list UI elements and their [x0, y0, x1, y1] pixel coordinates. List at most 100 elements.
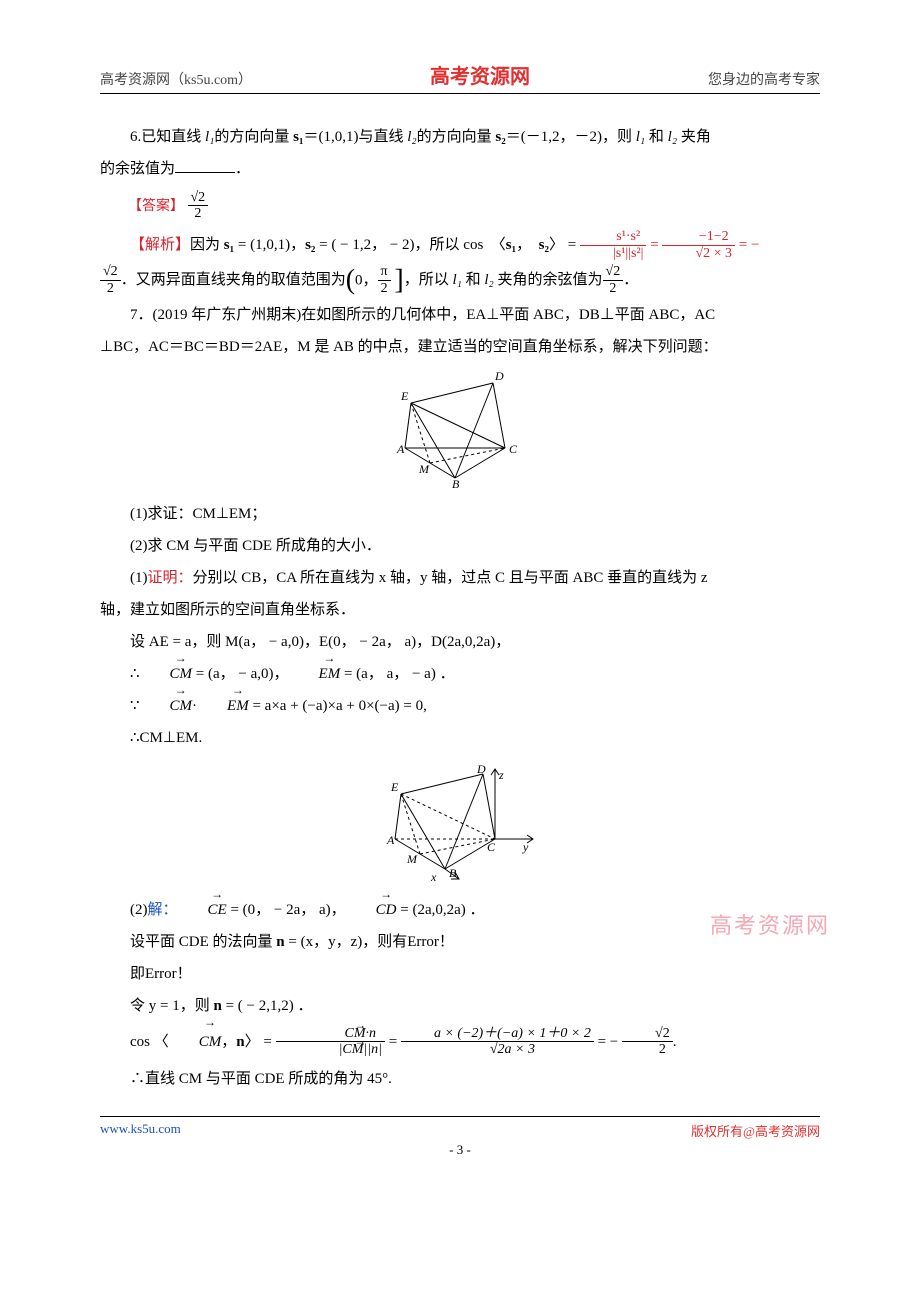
q6-l2: l₂ — [407, 129, 416, 145]
jx6rngd: 2 — [378, 281, 391, 298]
pl3b: = (a， − a,0)， — [192, 666, 288, 682]
fig2-M: M — [406, 852, 418, 866]
sl-f3n: √2 — [622, 1026, 673, 1042]
solve-l6: ∴直线 CM 与平面 CDE 所成的角为 45°. — [100, 1064, 820, 1094]
ce: CE — [208, 902, 227, 918]
proof-zm: 证明： — [148, 570, 193, 586]
jx6l2: l₂ — [484, 272, 493, 288]
q6-c: ＝(1,0,1)与直线 — [304, 129, 408, 145]
jx6l1: l₁ — [452, 272, 461, 288]
sl4a: 令 y = 1，则 — [130, 998, 213, 1014]
sl-jie: 解： — [148, 902, 178, 918]
q6-blank — [175, 158, 235, 173]
sl1b: = (2a,0,2a) ． — [397, 902, 485, 918]
jx6-frac1: s¹·s² |s¹||s²| — [580, 229, 647, 262]
sl-n2: n — [213, 998, 221, 1014]
vec-cm3: →CM — [169, 1023, 222, 1062]
q6-jx-line2: √2 2 ．又两异面直线夹角的取值范围为(0，π2 ]，所以 l₁ 和 l₂ 夹… — [100, 264, 820, 297]
sl2a: 设平面 CDE 的法向量 — [130, 934, 276, 950]
jx6s2: s₂ — [305, 237, 315, 253]
proof-l5: ∴CM⊥EM. — [100, 723, 820, 753]
footer-rule — [100, 1116, 820, 1117]
q7-p1: (1)求证：CM⊥EM； — [100, 499, 820, 529]
sl-n3: n — [236, 1034, 244, 1050]
sl4b: = ( − 2,1,2) ． — [222, 998, 313, 1014]
vec-ce: →CE — [178, 895, 227, 925]
q6-line2: 的余弦值为． — [100, 154, 820, 184]
jx6l2b: ，所以 — [404, 272, 453, 288]
header-right: 您身边的高考专家 — [708, 69, 820, 89]
fig1-A: A — [396, 442, 405, 456]
sl5a: cos 〈 — [130, 1034, 169, 1050]
header-left: 高考资源网（ks5u.com） — [100, 69, 252, 89]
figure-1: A B C D E M — [100, 368, 820, 493]
q6-answer: 【答案】 √2 2 — [128, 190, 820, 223]
sl-frac3: √2 2 — [622, 1026, 673, 1059]
fig2-E: E — [390, 780, 399, 794]
q6-ans-den: 2 — [188, 206, 209, 223]
sl-eq1: = — [389, 1034, 401, 1050]
jx6-ansfrac: √22 — [603, 264, 624, 297]
jx6d: ， — [516, 237, 539, 253]
pl3a: ∴ — [130, 666, 140, 682]
jx6l2d: 夹角的余弦值为 — [494, 272, 603, 288]
fig1-B: B — [452, 477, 460, 488]
q6-line2-text: 的余弦值为 — [100, 161, 175, 177]
jx6g: = − — [739, 237, 760, 253]
q6-d: 的方向向量 — [417, 129, 496, 145]
watermark: 高考资源网 — [710, 908, 830, 940]
vec-em1: →EM — [289, 659, 341, 689]
lparen: ( — [346, 265, 355, 296]
sl3: 即 — [130, 966, 145, 982]
jx6-f1d: |s¹||s²| — [580, 246, 647, 263]
rbrack: ] — [394, 265, 403, 296]
proof-l1b: 轴，建立如图所示的空间直角坐标系． — [100, 595, 820, 625]
sl-p: . — [673, 1034, 677, 1050]
jx6rng0: 0 — [355, 273, 363, 289]
page-number: - 3 - — [100, 1142, 820, 1158]
vec-cd: →CD — [346, 895, 397, 925]
jx6-s22d: 2 — [100, 281, 121, 298]
q6-line1: 6.已知直线 l₁的方向向量 s₁＝(1,0,1)与直线 l₂的方向向量 s₂＝… — [100, 122, 820, 152]
em2: EM — [227, 698, 249, 714]
sl1a: = (0， − 2a， a)， — [227, 902, 346, 918]
jx6s1b: s₁ — [506, 237, 516, 253]
em1: EM — [319, 666, 341, 682]
footer-right: 版权所有@高考资源网 — [691, 1121, 820, 1140]
fig1-M: M — [418, 462, 430, 476]
q6-l1: l₁ — [205, 129, 214, 145]
jx6s1: s₁ — [224, 237, 234, 253]
jx6b: = (1,0,1)， — [234, 237, 305, 253]
q6-e: ＝(－1,2，－2)，则 — [506, 129, 636, 145]
jx6p: ． — [623, 272, 638, 288]
jx6ad: 2 — [603, 281, 624, 298]
fig2-D: D — [476, 762, 486, 776]
vec-cm2: →CM — [140, 691, 193, 721]
fig2-y: y — [522, 840, 529, 854]
q6-l2b: l₂ — [668, 129, 677, 145]
proof-l1: (1)证明：分别以 CB，CA 所在直线为 x 轴，y 轴，过点 C 且与平面 … — [100, 563, 820, 593]
fig2-x: x — [430, 870, 437, 884]
q7-line2: ⊥BC，AC＝BC＝BD＝2AE，M 是 AB 的中点，建立适当的空间直角坐标系… — [100, 332, 820, 362]
fig1-C: C — [509, 442, 518, 456]
err2: Error！ — [145, 966, 192, 982]
fig2-A: A — [386, 833, 395, 847]
header-center: 高考资源网 — [252, 60, 708, 89]
jx6l2a: ．又两异面直线夹角的取值范围为 — [121, 272, 346, 288]
sl5c: 〉 = — [245, 1034, 276, 1050]
jx6e: 〉 = — [549, 237, 580, 253]
sl-label: (2) — [130, 902, 148, 918]
fig2-C: C — [487, 840, 496, 854]
sl-f3d: 2 — [622, 1042, 673, 1059]
proof-label: (1) — [130, 570, 148, 586]
sl-f2d: √2a × 3 — [401, 1042, 594, 1059]
fig1-E: E — [400, 389, 409, 403]
sl5b: ， — [221, 1034, 236, 1050]
vec-em2: →EM — [197, 691, 249, 721]
jx6-rngfrac: π2 — [378, 264, 391, 297]
proof-l4: ∵→CM·→EM = a×a + (−a)×a + 0×(−a) = 0, — [100, 691, 820, 721]
jx6an: √2 — [603, 264, 624, 280]
q6-s2: s₂ — [495, 129, 505, 145]
cm1: CM — [170, 666, 193, 682]
fig1-D: D — [494, 369, 504, 383]
